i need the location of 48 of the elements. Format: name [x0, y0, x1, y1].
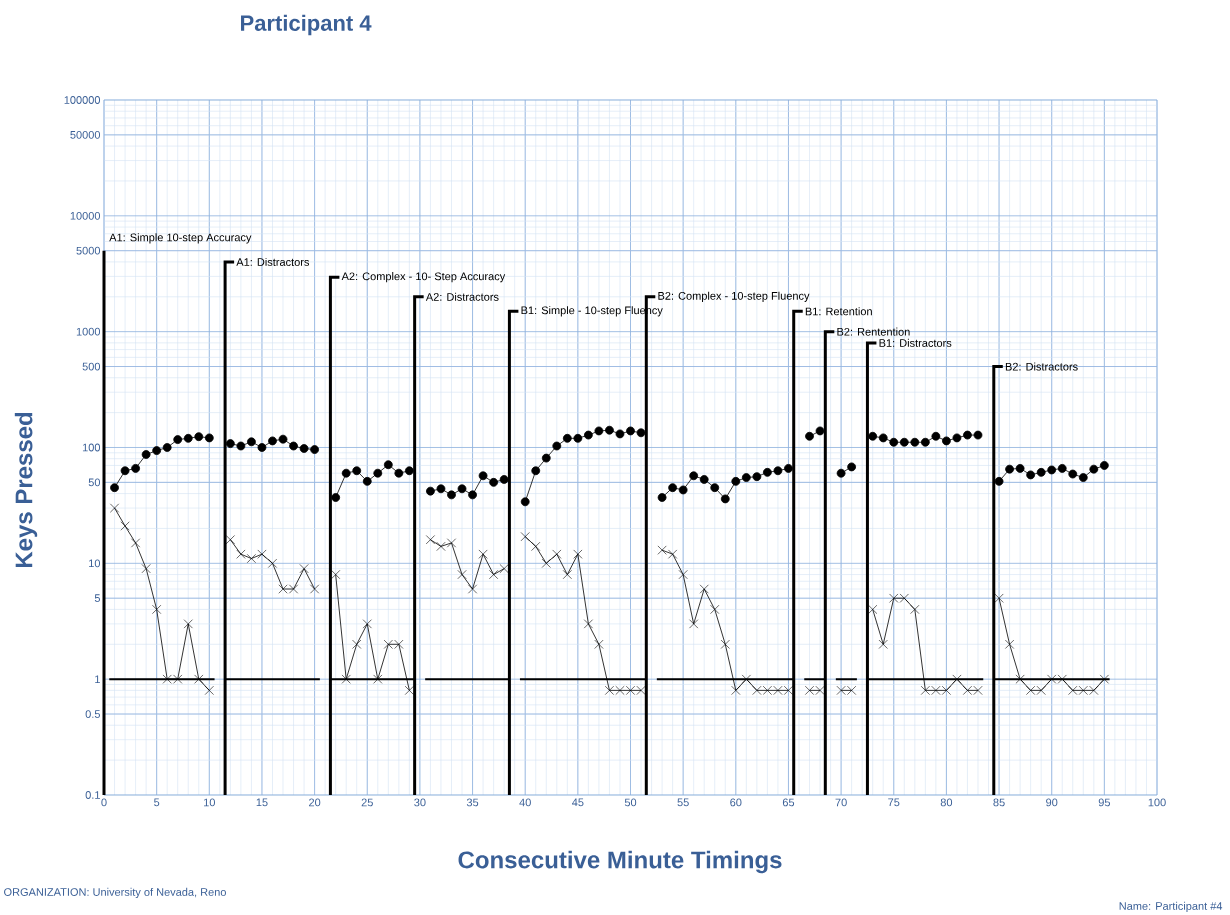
- x-tick-label: 15: [256, 798, 268, 806]
- ref-line-label: B2: Complex - 10-step Fluency: [658, 291, 810, 302]
- x-tick-label: 10: [204, 798, 215, 807]
- text: ORGANIZATION: University of Nevada, Reno: [4, 887, 226, 898]
- y-tick-label: 0.5: [85, 709, 100, 718]
- y-tick-label: 50: [88, 478, 101, 487]
- chart-title: Participant 4: [241, 14, 372, 36]
- x-tick-label: 65: [782, 798, 795, 807]
- x-tick-label: 5: [154, 798, 160, 806]
- y-tick-label: 5000: [76, 246, 101, 255]
- y-tick-label: 100: [82, 443, 101, 452]
- ref-line-label: A1: Distractors: [236, 257, 310, 266]
- x-tick-label: 60: [730, 798, 742, 807]
- x-tick-label: 20: [309, 798, 321, 807]
- ref-line-label: B2: Distractors: [1005, 362, 1078, 371]
- x-tick-label: 30: [414, 798, 426, 807]
- x-tick-label: 70: [835, 798, 847, 807]
- y-tick-label: 100000: [64, 95, 101, 104]
- y-tick-label: 1000: [76, 327, 101, 336]
- x-tick-label: 40: [519, 798, 531, 807]
- x-tick-label: 45: [571, 798, 584, 806]
- x-tick-label: 90: [1046, 798, 1058, 807]
- x-tick-label: 100: [1148, 798, 1166, 807]
- x-tick-label: 0: [101, 798, 107, 807]
- x-tick-label: 35: [466, 798, 479, 807]
- ref-line-label: A2: Complex - 10- Step Accuracy: [341, 271, 506, 283]
- y-tick-label: 5: [94, 594, 100, 602]
- text: Name: Participant #4: [1119, 901, 1223, 912]
- y-tick-label: 10: [89, 559, 101, 567]
- y-tick-label: 500: [82, 362, 101, 371]
- y-tick-label: 50000: [70, 130, 101, 139]
- x-tick-label: 80: [940, 798, 953, 807]
- x-axis-title: Consecutive Minute Timings: [458, 850, 782, 874]
- ref-line-label: A1: Simple 10-step Accuracy: [109, 233, 252, 244]
- x-tick-label: 55: [677, 798, 689, 806]
- y-tick-label: 10000: [70, 211, 101, 220]
- y-tick-label: 0.1: [85, 790, 100, 799]
- y-axis-title: Keys Pressed: [14, 412, 38, 567]
- x-tick-label: 75: [888, 798, 900, 806]
- y-tick-label: 1: [95, 675, 100, 683]
- ref-line-label: A2: Distractors: [425, 292, 499, 301]
- ref-line-label: B1: Retention: [805, 307, 872, 316]
- x-tick-label: 25: [361, 798, 373, 807]
- x-tick-label: 50: [624, 798, 637, 807]
- ref-line-label: B2: Rentention: [837, 327, 910, 336]
- ref-line-label: B1: Distractors: [879, 338, 952, 347]
- x-tick-label: 85: [993, 798, 1005, 807]
- x-tick-label: 95: [1098, 798, 1110, 807]
